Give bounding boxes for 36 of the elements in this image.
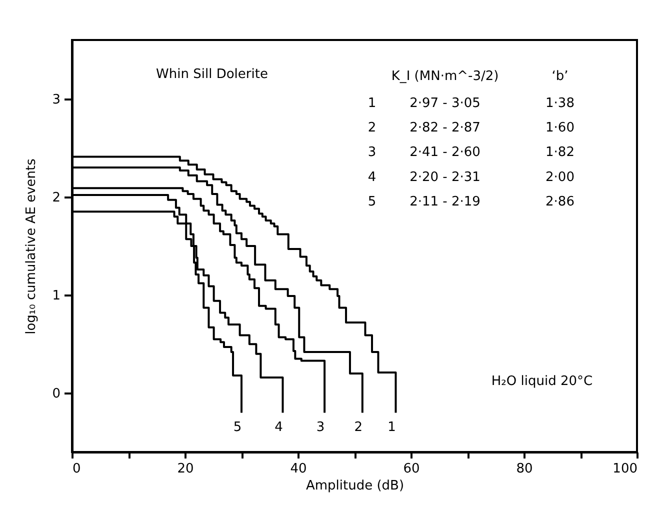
annotation: K_I (MN·m^-3/2) [391, 69, 499, 84]
annotation: 2·20 - 2·31 [410, 170, 480, 185]
annotation: 2·00 [546, 170, 574, 185]
annotation: 2·11 - 2·19 [410, 194, 480, 210]
y-tick-label: 0 [52, 386, 60, 402]
x-axis-title: Amplitude (dB) [306, 478, 404, 494]
x-tick-label: 80 [516, 462, 533, 476]
series-label: 5 [233, 420, 242, 435]
annotation: 1·60 [546, 120, 574, 136]
annotation: ‘b’ [552, 69, 568, 84]
annotation: 4 [368, 170, 376, 185]
annotation: 2·41 - 2·60 [410, 145, 480, 160]
x-tick-label: 60 [403, 462, 420, 476]
series-label: 2 [354, 420, 363, 435]
annotation: 1 [368, 96, 376, 111]
x-tick-label: 100 [612, 462, 638, 476]
annotation: 2·97 - 3·05 [410, 96, 480, 111]
y-tick-label: 1 [52, 288, 60, 304]
annotation: 5 [368, 194, 376, 210]
annotation: 2·82 - 2·87 [410, 120, 480, 136]
series-label: 4 [274, 420, 283, 435]
annotation: 2 [368, 120, 376, 136]
x-tick-label: 40 [290, 462, 307, 476]
y-axis-title: log₁₀ cumulative AE events [24, 158, 40, 334]
annotation: H₂O liquid 20°C [491, 374, 593, 389]
x-tick-label: 0 [72, 462, 81, 476]
annotation: 3 [368, 145, 376, 160]
y-tick-label: 3 [52, 92, 60, 108]
y-tick-label: 2 [52, 190, 60, 206]
series-label: 1 [388, 420, 396, 435]
series-label: 3 [316, 420, 325, 435]
x-tick-label: 20 [177, 462, 194, 476]
annotation: Whin Sill Dolerite [156, 67, 268, 82]
annotation: 2·86 [546, 194, 574, 210]
annotation: 1·38 [546, 96, 574, 111]
annotation: 1·82 [546, 145, 574, 160]
